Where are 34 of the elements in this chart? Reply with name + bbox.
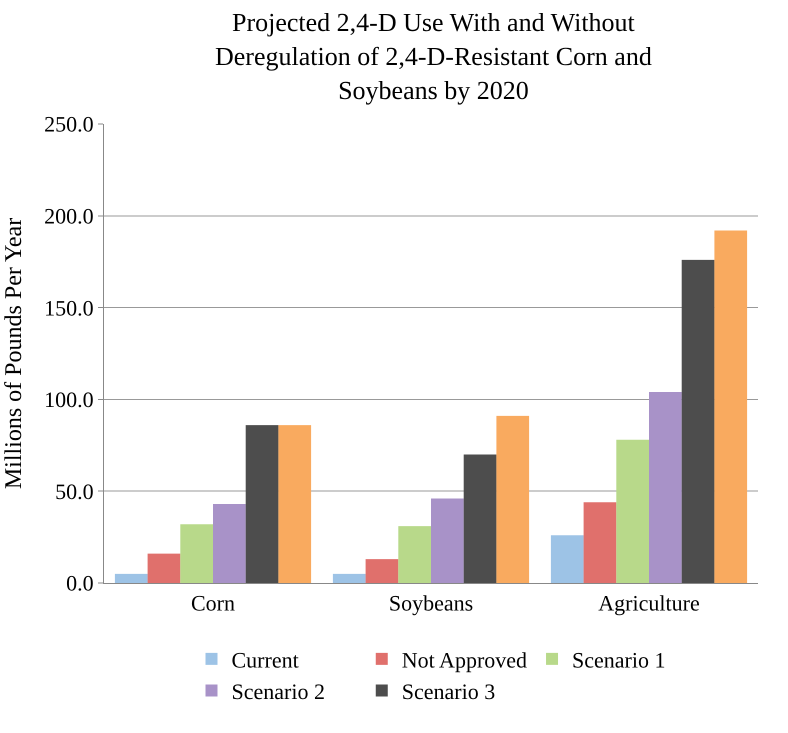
- bar: [114, 574, 148, 583]
- legend-label: Scenario 3: [402, 679, 496, 704]
- y-tick-label: 200.0: [44, 204, 94, 228]
- legend-label: Scenario 1: [572, 647, 666, 672]
- y-tick-label: 0.0: [66, 570, 94, 596]
- bar: [332, 574, 366, 583]
- bar: [398, 526, 431, 583]
- y-tick-label: 100.0: [44, 387, 94, 412]
- bar: [714, 230, 748, 583]
- bar: [682, 260, 714, 583]
- y-axis-title: Millions of Pounds Per Year: [1, 218, 28, 490]
- bar: [496, 416, 530, 583]
- bar: [180, 524, 213, 583]
- chart-title: Projected 2,4-D Use With and Without Deregulation of 2,4-D-Resistant Corn and Soybeans by 2020: [214, 8, 652, 105]
- legend-label: Not Approved: [402, 647, 528, 672]
- bar: [431, 498, 464, 583]
- x-tick-label: Corn: [191, 590, 235, 616]
- bar: [464, 454, 496, 583]
- bar: [246, 425, 278, 583]
- bar: [584, 502, 616, 583]
- bar: [616, 440, 649, 583]
- bar: [278, 425, 312, 583]
- bar: [366, 559, 398, 583]
- x-tick-label: Soybeans: [388, 590, 474, 616]
- legend-label: Current: [232, 647, 299, 672]
- y-tick-label: 250.0: [44, 112, 94, 137]
- legend-label: Scenario 2: [232, 679, 325, 704]
- bar: [550, 535, 584, 583]
- y-tick-label: 150.0: [44, 295, 94, 320]
- y-tick-label: 50.0: [55, 478, 94, 504]
- bar: [213, 504, 246, 583]
- bar: [649, 392, 682, 583]
- bar: [148, 554, 180, 583]
- x-tick-label: Agriculture: [598, 590, 700, 616]
